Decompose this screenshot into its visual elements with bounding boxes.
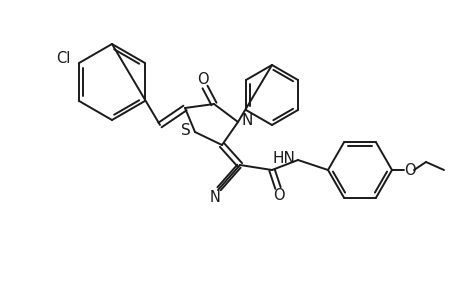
Text: N: N — [209, 190, 220, 205]
Text: O: O — [403, 163, 415, 178]
Text: O: O — [197, 71, 208, 86]
Text: Cl: Cl — [56, 50, 70, 65]
Text: N: N — [241, 112, 252, 128]
Text: HN: HN — [272, 151, 295, 166]
Text: S: S — [181, 122, 190, 137]
Text: O: O — [273, 188, 284, 202]
